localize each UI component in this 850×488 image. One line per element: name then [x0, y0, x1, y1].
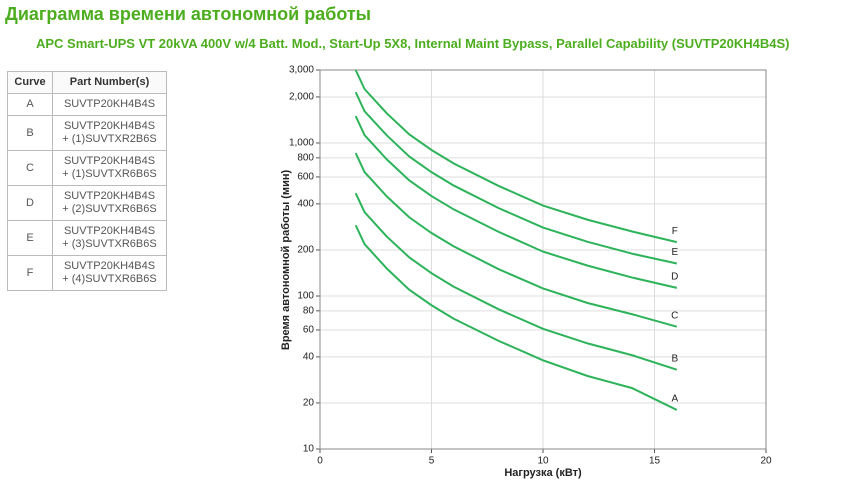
y-tick-label: 60 — [303, 325, 315, 336]
curve-label: F — [672, 226, 678, 237]
table-cell: D — [7, 185, 53, 221]
curve-label: D — [671, 272, 678, 283]
y-tick-label: 80 — [303, 305, 315, 316]
column-header: Part Number(s) — [52, 71, 167, 94]
curve-label: A — [671, 394, 678, 405]
y-tick-label: 400 — [297, 199, 314, 210]
curve — [354, 115, 678, 289]
x-tick-label: 10 — [537, 456, 549, 467]
y-tick-label: 20 — [303, 398, 315, 409]
y-tick-label: 1,000 — [289, 138, 314, 149]
x-axis-label: Нагрузка (кВт) — [504, 467, 582, 479]
table-row: C SUVTP20KH4B4S + (1)SUVTXR6B6S — [7, 150, 167, 186]
x-tick-label: 15 — [649, 456, 661, 467]
curve — [354, 152, 678, 328]
y-tick-label: 100 — [297, 291, 314, 302]
plot-frame — [319, 69, 767, 450]
table-row: B SUVTP20KH4B4S + (1)SUVTXR2B6S — [7, 115, 167, 151]
table-row: F SUVTP20KH4B4S + (4)SUVTXR6B6S — [7, 255, 167, 291]
curve — [354, 91, 678, 265]
y-tick-label: 800 — [297, 152, 314, 163]
table-cell: SUVTP20KH4B4S + (4)SUVTXR6B6S — [52, 255, 167, 291]
table-cell: SUVTP20KH4B4S + (3)SUVTXR6B6S — [52, 220, 167, 256]
x-tick-label: 20 — [760, 456, 772, 467]
part-table: Curve Part Number(s) A SUVTP20KH4B4S B SUVTP… — [7, 71, 167, 291]
x-tick-label: 5 — [429, 456, 435, 467]
y-axis-label: Время автономной работы (мин) — [280, 170, 292, 351]
table-cell: SUVTP20KH4B4S + (1)SUVTXR6B6S — [52, 150, 167, 186]
table-header: Curve Part Number(s) — [7, 71, 167, 94]
page-subtitle: APC Smart-UPS VT 20kVA 400V w/4 Batt. Mo… — [36, 36, 790, 51]
curve — [354, 192, 678, 371]
curve — [354, 224, 678, 411]
table-cell: SUVTP20KH4B4S + (2)SUVTXR6B6S — [52, 185, 167, 221]
x-tick-label: 0 — [317, 456, 323, 467]
table-cell: SUVTP20KH4B4S + (1)SUVTXR2B6S — [52, 115, 167, 151]
curve-label: E — [671, 247, 678, 258]
table-row: D SUVTP20KH4B4S + (2)SUVTXR6B6S — [7, 185, 167, 221]
y-tick-label: 600 — [297, 172, 314, 183]
curve-label: C — [671, 310, 678, 321]
curve-label: B — [671, 353, 678, 364]
page-title: Диаграмма времени автономной работы — [5, 4, 372, 24]
y-tick-label: 10 — [303, 444, 315, 455]
table-row: E SUVTP20KH4B4S + (3)SUVTXR6B6S — [7, 220, 167, 256]
y-tick-label: 3,000 — [289, 65, 314, 76]
y-tick-label: 2,000 — [289, 92, 314, 103]
y-tick-label: 40 — [303, 352, 315, 363]
y-tick-label: 200 — [297, 245, 314, 256]
curve — [354, 69, 678, 244]
